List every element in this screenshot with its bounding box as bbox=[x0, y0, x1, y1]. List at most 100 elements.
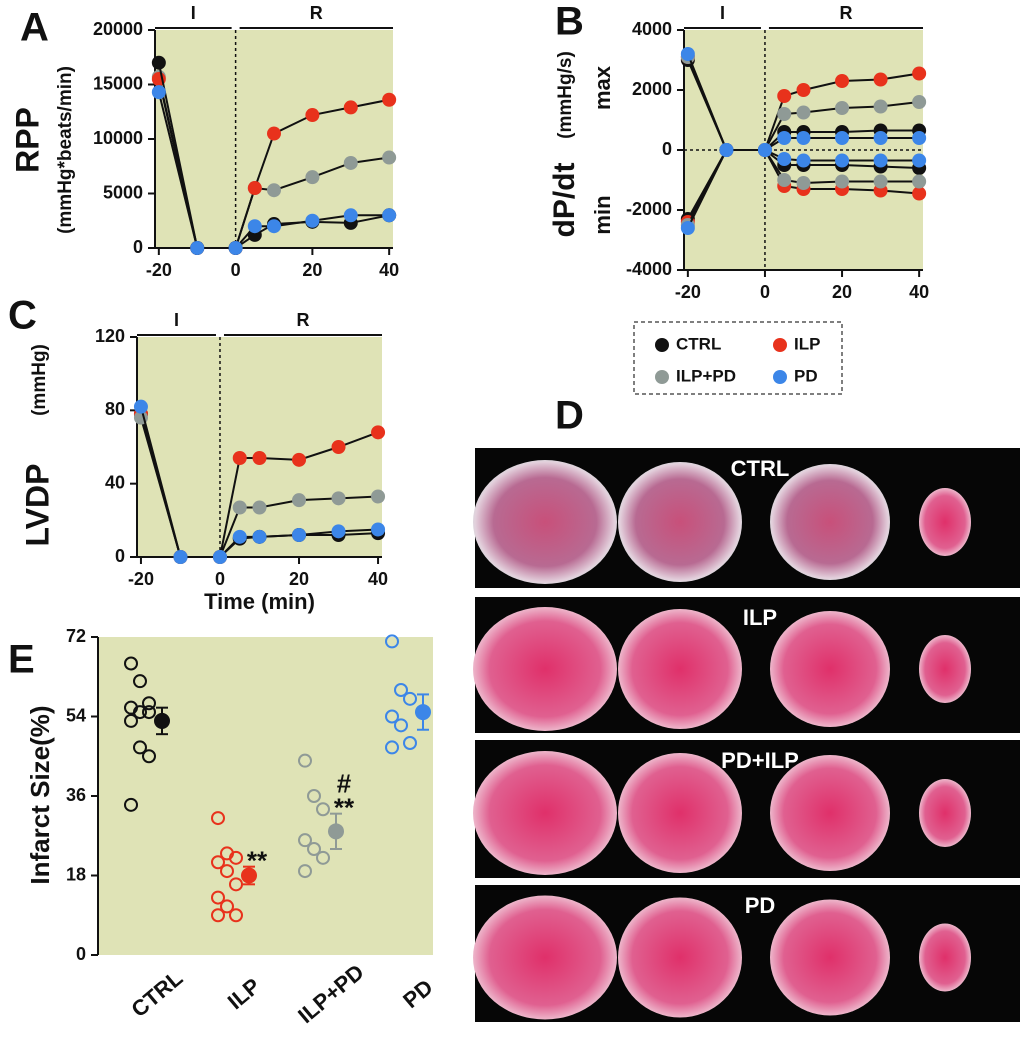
phase-label: I bbox=[191, 3, 196, 23]
heart-slice bbox=[770, 611, 890, 727]
data-point bbox=[252, 500, 267, 515]
data-point bbox=[173, 550, 188, 564]
data-point bbox=[232, 451, 247, 465]
x-tick-label: ILP bbox=[223, 973, 265, 1014]
data-point bbox=[371, 425, 386, 440]
data-point bbox=[247, 181, 262, 196]
data-point bbox=[873, 72, 888, 87]
y-tick-label: 20000 bbox=[93, 19, 143, 39]
data-point bbox=[394, 683, 408, 697]
data-point bbox=[305, 108, 320, 123]
data-point bbox=[382, 150, 397, 165]
x-tick-label: 20 bbox=[289, 569, 309, 589]
mean-marker bbox=[328, 823, 344, 840]
data-point bbox=[267, 183, 281, 198]
y-tick-label: 120 bbox=[95, 326, 125, 346]
data-point bbox=[212, 550, 227, 564]
data-point bbox=[777, 107, 792, 121]
data-point bbox=[229, 850, 243, 865]
data-point bbox=[777, 173, 792, 187]
data-point bbox=[211, 890, 225, 905]
significance-mark: ** bbox=[334, 793, 355, 823]
photo-label: CTRL bbox=[731, 456, 790, 481]
data-point bbox=[873, 153, 888, 168]
legend-marker bbox=[773, 338, 787, 352]
y-axis-label: dP/dt bbox=[548, 163, 581, 238]
y-axis-label: RPP bbox=[9, 107, 45, 173]
y-tick-label: 80 bbox=[105, 399, 125, 419]
x-tick-label: 40 bbox=[368, 569, 388, 589]
legend-marker bbox=[655, 370, 669, 384]
data-point bbox=[316, 850, 330, 865]
data-point bbox=[835, 174, 850, 189]
heart-slice bbox=[919, 923, 971, 992]
data-point bbox=[385, 709, 399, 724]
data-point bbox=[796, 131, 811, 145]
x-tick-label: 20 bbox=[832, 282, 852, 302]
data-point bbox=[190, 241, 205, 255]
data-point bbox=[835, 131, 850, 145]
y-tick-label: 15000 bbox=[93, 73, 143, 93]
data-point bbox=[371, 489, 386, 504]
data-point bbox=[796, 83, 811, 97]
data-point bbox=[796, 176, 811, 190]
data-point bbox=[232, 500, 247, 515]
data-point bbox=[382, 92, 397, 107]
y-tick-label: 4000 bbox=[632, 19, 672, 39]
x-tick-label: 0 bbox=[215, 569, 225, 589]
phase-label: R bbox=[310, 3, 323, 23]
panel-letter: C bbox=[8, 294, 37, 338]
data-point bbox=[252, 451, 267, 465]
data-point bbox=[305, 170, 320, 185]
mean-marker bbox=[241, 867, 257, 884]
data-point bbox=[835, 74, 850, 88]
x-tick-label: PD bbox=[398, 974, 437, 1013]
legend-marker bbox=[655, 338, 669, 352]
data-point bbox=[151, 55, 166, 70]
data-point bbox=[124, 713, 138, 728]
data-point bbox=[331, 440, 346, 454]
panel-letter: E bbox=[8, 638, 35, 682]
y-axis-label: Infarct Size(%) bbox=[25, 705, 55, 884]
legend-label: CTRL bbox=[676, 334, 721, 353]
x-tick-label: 0 bbox=[760, 282, 770, 302]
data-point bbox=[305, 213, 320, 228]
phase-label: R bbox=[839, 3, 852, 23]
data-point bbox=[403, 691, 417, 706]
heart-slice bbox=[770, 464, 890, 580]
x-tick-label: -20 bbox=[146, 260, 172, 280]
data-point bbox=[316, 802, 330, 817]
heart-slice bbox=[618, 897, 742, 1018]
y-tick-label: 18 bbox=[66, 864, 86, 884]
data-point bbox=[133, 740, 147, 755]
data-point bbox=[292, 452, 307, 467]
data-point bbox=[331, 524, 346, 539]
heart-slice bbox=[473, 607, 617, 731]
x-axis-label: Time (min) bbox=[204, 589, 315, 614]
data-point bbox=[211, 811, 225, 826]
data-point bbox=[220, 864, 234, 879]
data-point bbox=[298, 833, 312, 848]
data-point bbox=[796, 153, 811, 168]
y-tick-label: 0 bbox=[115, 546, 125, 566]
legend-label: PD bbox=[794, 366, 818, 385]
y-tick-label: 36 bbox=[66, 785, 86, 805]
phase-label: R bbox=[296, 310, 309, 330]
data-point bbox=[292, 493, 307, 508]
data-point bbox=[247, 219, 262, 234]
significance-mark: # bbox=[337, 769, 352, 799]
data-point bbox=[777, 152, 792, 166]
data-point bbox=[142, 696, 156, 711]
data-point bbox=[719, 143, 734, 157]
data-point bbox=[211, 855, 225, 870]
data-point bbox=[680, 221, 695, 235]
y-tick-label: 0 bbox=[133, 237, 143, 257]
legend-marker bbox=[773, 370, 787, 384]
data-point bbox=[124, 656, 138, 671]
data-point bbox=[394, 718, 408, 733]
x-tick-label: 40 bbox=[379, 260, 399, 280]
data-point bbox=[912, 174, 927, 189]
data-point bbox=[220, 899, 234, 914]
y-tick-label: 54 bbox=[66, 705, 86, 725]
data-point bbox=[912, 186, 927, 201]
